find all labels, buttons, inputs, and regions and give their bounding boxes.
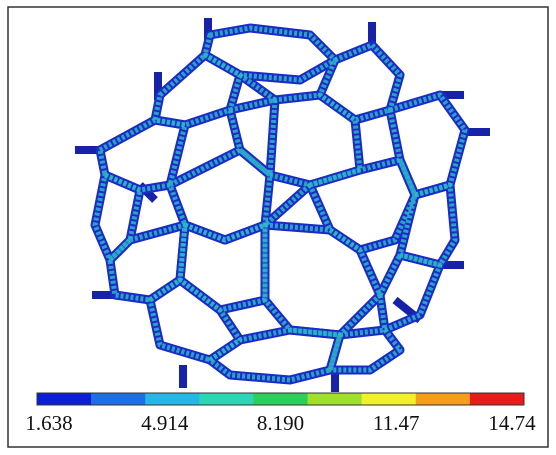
colorbar-label: 4.914: [141, 411, 189, 435]
colorbar-label: 14.74: [488, 411, 536, 435]
colorbar-segment: [253, 393, 308, 405]
colorbar-segment: [308, 393, 363, 405]
colorbar-segment: [91, 393, 146, 405]
colorbar-segment: [37, 393, 92, 405]
colorbar-label: 11.47: [373, 411, 419, 435]
colorbar-segment: [199, 393, 254, 405]
colorbar-segment: [416, 393, 471, 405]
fea-plot: 1.638 4.914 8.190 11.47 14.74: [0, 0, 556, 455]
colorbar-label: 8.190: [257, 411, 304, 435]
colorbar-segment: [145, 393, 200, 405]
colorbar-segment: [470, 393, 525, 405]
figure: 1.638 4.914 8.190 11.47 14.74: [0, 0, 556, 455]
colorbar-label: 1.638: [25, 411, 72, 435]
colorbar-segment: [362, 393, 417, 405]
